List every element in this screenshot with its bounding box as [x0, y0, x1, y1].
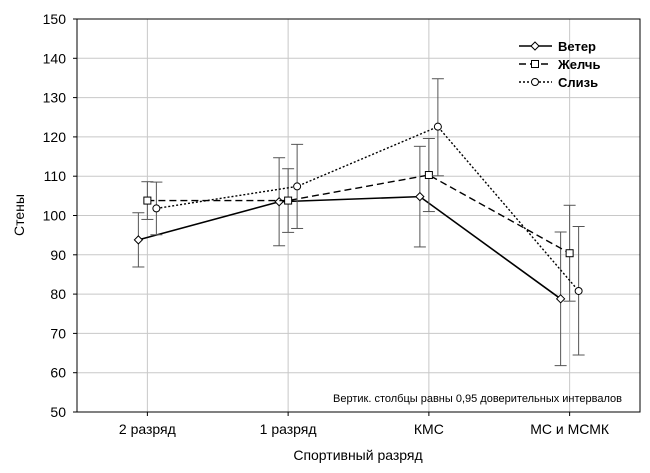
data-point-marker: [565, 249, 574, 258]
data-point-marker: [555, 294, 566, 304]
y-tick-label: 80: [50, 286, 66, 302]
data-point-marker: [433, 122, 442, 131]
x-tick-label: МС и МСМК: [530, 421, 610, 437]
data-point-marker: [293, 182, 302, 191]
legend-item: Ветер: [519, 39, 596, 54]
y-tick-label: 60: [50, 365, 66, 381]
series-3: [150, 78, 585, 356]
legend-item: Слизь: [519, 75, 598, 90]
y-tick-labels: 50 60 70 80 90 100 110 120 130 140 150: [43, 11, 77, 420]
y-tick-label: 150: [43, 11, 67, 27]
series-line: [138, 195, 562, 300]
data-point-marker: [152, 204, 161, 213]
data-point-marker: [415, 191, 425, 202]
series-line: [147, 174, 570, 254]
data-point-marker: [424, 171, 433, 180]
legend-label: Слизь: [558, 75, 598, 90]
data-point-marker: [133, 235, 144, 245]
x-tick-label: 2 разряд: [119, 421, 176, 437]
y-tick-label: 90: [50, 247, 66, 263]
gridlines: [77, 18, 640, 413]
y-axis-label: Стены: [11, 194, 27, 236]
series-2: [141, 137, 576, 302]
y-tick-label: 130: [43, 90, 67, 106]
data-point-marker: [531, 60, 539, 68]
legend-label: Ветер: [558, 39, 596, 54]
y-tick-label: 50: [50, 404, 66, 420]
confidence-note: Вертик. столбцы равны 0,95 доверительных…: [333, 393, 622, 405]
series-1: [132, 145, 567, 367]
data-point-marker: [531, 78, 539, 86]
data-point-marker: [284, 196, 293, 205]
y-tick-label: 100: [43, 208, 67, 224]
series-layer: [132, 78, 585, 367]
data-point-marker: [143, 196, 152, 205]
data-point-marker: [530, 41, 540, 51]
data-point-marker: [574, 286, 583, 295]
legend: Ветер Желчь Слизь: [519, 39, 600, 90]
x-tick-label: 1 разряд: [260, 421, 317, 437]
y-tick-label: 70: [50, 325, 66, 341]
y-tick-label: 140: [43, 50, 67, 66]
x-tick-label: КМС: [414, 421, 444, 437]
data-point-marker: [274, 197, 284, 207]
y-tick-label: 120: [43, 129, 67, 145]
plot-frame: [76, 18, 641, 413]
legend-item: Желчь: [519, 57, 600, 72]
x-tick-labels: 2 разряд 1 разряд КМС МС и МСМК: [119, 412, 610, 437]
x-axis-label: Спортивный разряд: [293, 447, 422, 463]
legend-label: Желчь: [557, 57, 600, 72]
y-tick-label: 110: [44, 168, 67, 184]
